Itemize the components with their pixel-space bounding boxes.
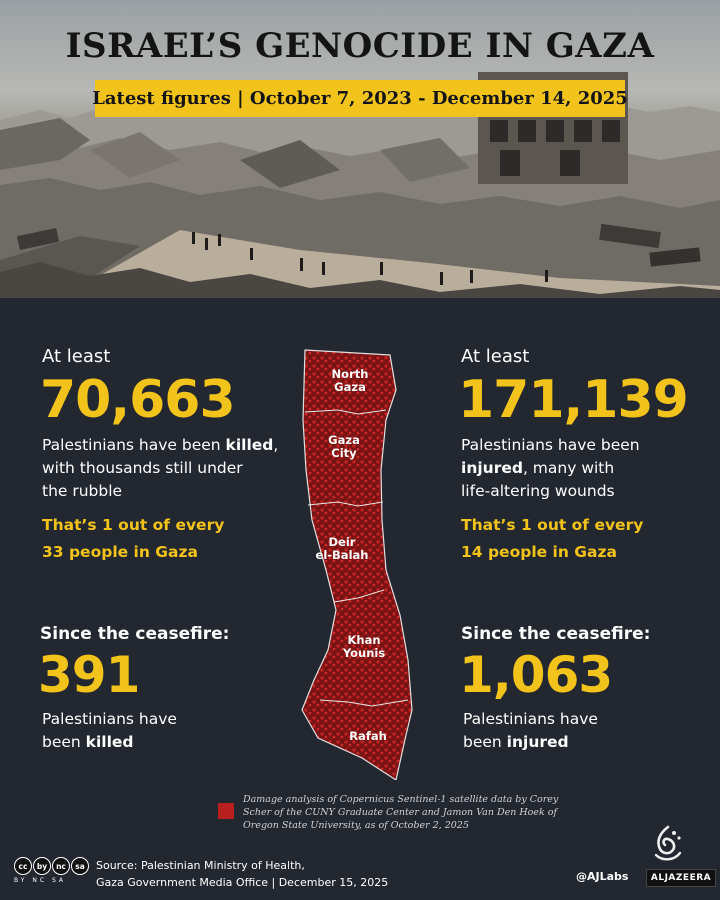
- injured-prefix: At least: [461, 346, 530, 367]
- ceasefire-killed-heading: Since the ceasefire:: [40, 624, 230, 644]
- injured-description: Palestinians have been injured, many wit…: [461, 434, 711, 503]
- ceasefire-killed-number: 391: [38, 646, 140, 704]
- source-line2: Gaza Government Media Office | December …: [96, 876, 389, 889]
- ceasefire-killed-line1: Palestinians have: [42, 710, 177, 728]
- region-line: Deir: [328, 535, 356, 549]
- killed-ratio-line2: 33 people in Gaza: [42, 543, 198, 561]
- damage-legend-swatch: [218, 803, 234, 819]
- region-label-rafah: Rafah: [344, 730, 392, 743]
- aljazeera-logo-icon: [654, 825, 682, 861]
- region-line: Gaza: [334, 380, 366, 394]
- ceasefire-killed-description: Palestinians have been killed: [42, 708, 177, 754]
- killed-desc-emphasis: killed: [225, 436, 274, 454]
- ajlabs-handle: @AJLabs: [576, 870, 629, 883]
- damage-legend-text: Damage analysis of Copernicus Sentinel-1…: [243, 794, 559, 831]
- region-line: City: [331, 446, 357, 460]
- region-label-khan-younis: Khan Younis: [332, 634, 396, 660]
- region-line: Gaza: [328, 433, 360, 447]
- gaza-damage-map: North Gaza Gaza City Deir el-Balah Khan …: [288, 340, 428, 784]
- region-line: Khan: [347, 633, 381, 647]
- region-label-north-gaza: North Gaza: [318, 368, 382, 394]
- injured-ratio-line1: That’s 1 out of every: [461, 516, 644, 534]
- killed-number: 70,663: [40, 370, 236, 430]
- aljazeera-wordmark: ALJAZEERA: [646, 869, 716, 887]
- source-credit: Source: Palestinian Ministry of Health, …: [96, 857, 388, 891]
- date-range-banner: Latest figures | October 7, 2023 - Decem…: [92, 80, 628, 117]
- killed-desc-comma: ,: [273, 436, 279, 454]
- injured-ratio: That’s 1 out of every 14 people in Gaza: [461, 512, 643, 566]
- injured-desc-line1: Palestinians have been: [461, 436, 640, 454]
- ceasefire-killed-text: been: [42, 733, 86, 751]
- page-title: ISRAEL’S GENOCIDE IN GAZA: [65, 26, 655, 66]
- nc-icon: nc: [52, 857, 70, 875]
- cc-icon: cc: [14, 857, 32, 875]
- injured-desc-emphasis: injured: [461, 459, 523, 477]
- ceasefire-injured-line1: Palestinians have: [463, 710, 598, 728]
- ceasefire-killed-emphasis: killed: [85, 733, 134, 751]
- region-label-deir-el-balah: Deir el-Balah: [306, 536, 378, 562]
- injured-desc-line3: life-altering wounds: [461, 482, 615, 500]
- hero-photo: ISRAEL’S GENOCIDE IN GAZA Latest figures…: [0, 0, 720, 298]
- region-label-gaza-city: Gaza City: [314, 434, 374, 460]
- injured-desc-text: , many with: [522, 459, 615, 477]
- killed-ratio: That’s 1 out of every 33 people in Gaza: [42, 512, 224, 566]
- ceasefire-injured-emphasis: injured: [506, 733, 569, 751]
- region-line: Younis: [342, 646, 386, 660]
- ceasefire-injured-number: 1,063: [459, 646, 613, 704]
- ceasefire-injured-text: been: [463, 733, 507, 751]
- region-line: North: [331, 367, 369, 381]
- killed-description: Palestinians have been killed, with thou…: [42, 434, 292, 503]
- ceasefire-injured-heading: Since the ceasefire:: [461, 624, 651, 644]
- killed-desc-line2: with thousands still under: [42, 459, 243, 477]
- region-line: Rafah: [349, 729, 387, 743]
- source-line1: Source: Palestinian Ministry of Health,: [96, 859, 305, 872]
- killed-prefix: At least: [42, 346, 111, 367]
- sa-icon: sa: [71, 857, 89, 875]
- killed-desc-line3: the rubble: [42, 482, 123, 500]
- killed-desc-text: Palestinians have been: [42, 436, 226, 454]
- by-icon: by: [33, 857, 51, 875]
- region-line: el-Balah: [315, 548, 369, 562]
- creative-commons-badge: cc by nc sa: [14, 857, 89, 875]
- injured-ratio-line2: 14 people in Gaza: [461, 543, 617, 561]
- license-caption: BY NC SA: [14, 877, 66, 884]
- killed-ratio-line1: That’s 1 out of every: [42, 516, 225, 534]
- ceasefire-injured-description: Palestinians have been injured: [463, 708, 598, 754]
- injured-number: 171,139: [458, 370, 689, 430]
